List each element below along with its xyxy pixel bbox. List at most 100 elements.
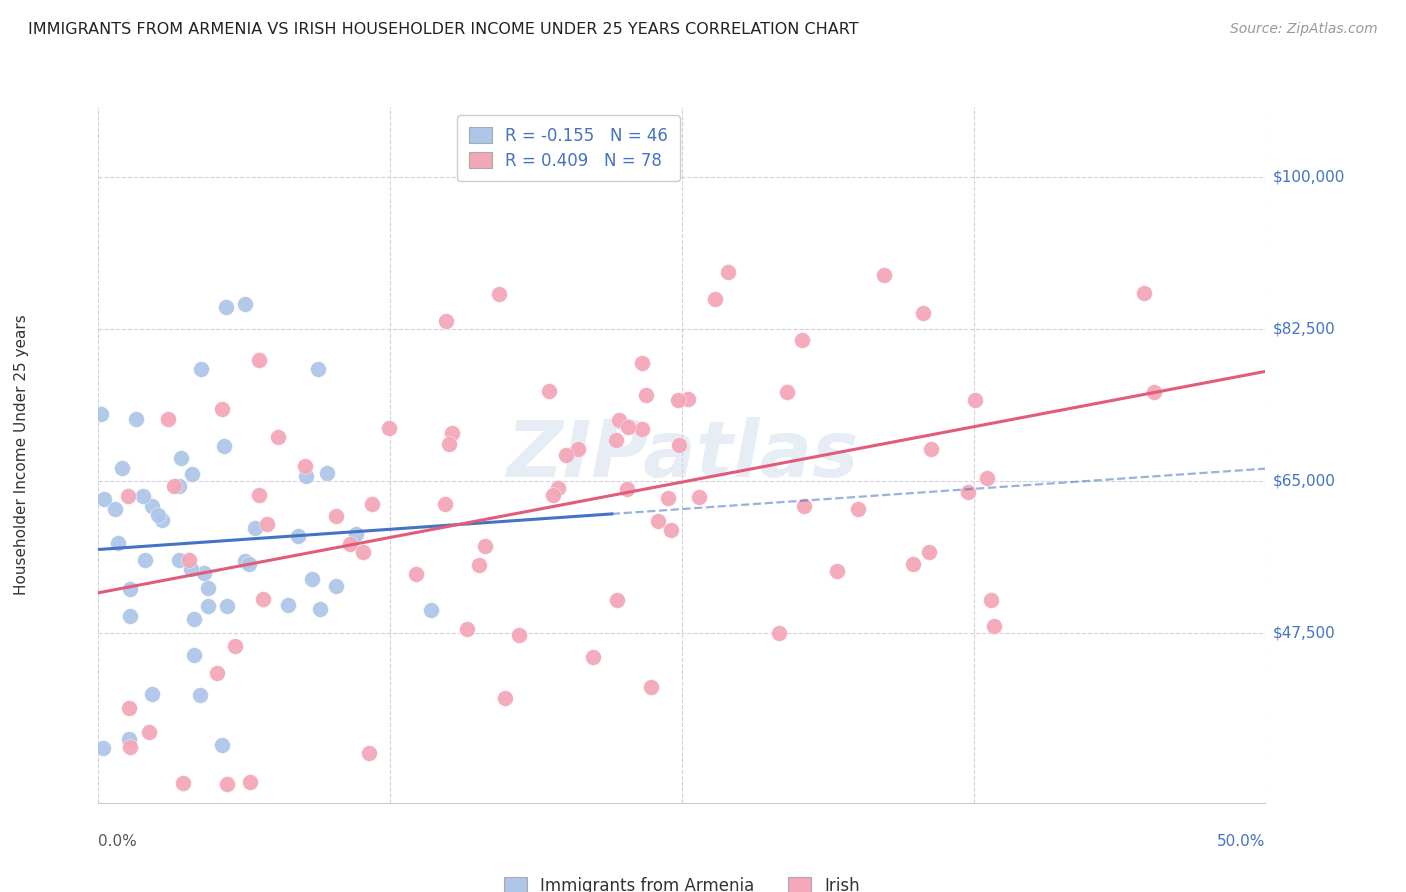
Point <box>309 602 332 616</box>
Point <box>215 777 238 791</box>
Point <box>547 481 569 495</box>
Point <box>125 412 148 426</box>
Point <box>630 422 652 436</box>
Point <box>134 553 156 567</box>
Point <box>980 593 1002 607</box>
Point <box>647 514 669 528</box>
Point <box>405 566 427 581</box>
Point <box>567 442 589 456</box>
Point <box>316 467 339 481</box>
Point <box>180 467 202 481</box>
Point <box>267 430 290 444</box>
Point <box>537 384 560 398</box>
Point <box>256 516 278 531</box>
Point <box>90 407 112 421</box>
Point <box>91 741 114 756</box>
Point <box>104 501 127 516</box>
Point <box>508 628 530 642</box>
Point <box>494 690 516 705</box>
Point <box>141 687 163 701</box>
Point <box>873 268 896 282</box>
Point <box>659 523 682 537</box>
Point <box>419 603 441 617</box>
Point <box>239 775 262 789</box>
Point <box>703 292 725 306</box>
Point <box>339 537 361 551</box>
Point <box>238 557 260 571</box>
Point <box>920 442 942 456</box>
Point <box>1143 385 1166 400</box>
Point <box>150 513 173 527</box>
Point <box>235 554 257 568</box>
Point <box>146 508 169 522</box>
Point <box>197 599 219 613</box>
Point <box>357 747 380 761</box>
Point <box>247 488 270 502</box>
Point <box>287 529 309 543</box>
Point <box>138 724 160 739</box>
Point <box>120 609 142 624</box>
Point <box>211 401 233 416</box>
Point <box>440 425 463 440</box>
Point <box>554 448 576 462</box>
Point <box>848 502 870 516</box>
Text: $82,500: $82,500 <box>1272 321 1336 336</box>
Point <box>606 592 628 607</box>
Point <box>205 666 228 681</box>
Point <box>169 450 191 465</box>
Point <box>776 384 799 399</box>
Point <box>352 545 374 559</box>
Point <box>118 700 141 714</box>
Point <box>120 739 142 754</box>
Point <box>717 264 740 278</box>
Text: $65,000: $65,000 <box>1272 474 1336 489</box>
Point <box>790 333 813 347</box>
Point <box>107 536 129 550</box>
Point <box>301 572 323 586</box>
Point <box>132 489 155 503</box>
Point <box>616 483 638 497</box>
Point <box>156 412 179 426</box>
Point <box>605 434 627 448</box>
Point <box>111 461 134 475</box>
Point <box>827 565 849 579</box>
Text: $100,000: $100,000 <box>1272 169 1344 184</box>
Point <box>215 599 238 613</box>
Point <box>439 437 461 451</box>
Point <box>1132 285 1154 300</box>
Point <box>183 648 205 663</box>
Point <box>245 521 267 535</box>
Point <box>307 361 329 376</box>
Text: 50.0%: 50.0% <box>1218 834 1265 849</box>
Point <box>468 558 491 572</box>
Point <box>211 738 233 752</box>
Text: $47,500: $47,500 <box>1272 625 1336 640</box>
Point <box>541 488 564 502</box>
Text: Householder Income Under 25 years: Householder Income Under 25 years <box>14 315 28 595</box>
Point <box>233 296 256 310</box>
Point <box>582 650 605 665</box>
Point <box>668 438 690 452</box>
Point <box>474 539 496 553</box>
Point <box>976 471 998 485</box>
Point <box>294 459 316 474</box>
Point <box>433 496 456 510</box>
Point <box>141 499 163 513</box>
Point <box>179 553 201 567</box>
Point <box>197 581 219 595</box>
Point <box>903 557 925 571</box>
Point <box>163 479 186 493</box>
Point <box>963 393 986 408</box>
Text: IMMIGRANTS FROM ARMENIA VS IRISH HOUSEHOLDER INCOME UNDER 25 YEARS CORRELATION C: IMMIGRANTS FROM ARMENIA VS IRISH HOUSEHO… <box>28 22 859 37</box>
Point <box>252 592 274 607</box>
Point <box>768 626 790 640</box>
Point <box>325 509 347 524</box>
Point <box>911 306 934 320</box>
Point <box>983 619 1005 633</box>
Point <box>93 491 115 506</box>
Point <box>172 775 194 789</box>
Point <box>183 612 205 626</box>
Point <box>118 732 141 747</box>
Point <box>640 681 662 695</box>
Point <box>488 287 510 301</box>
